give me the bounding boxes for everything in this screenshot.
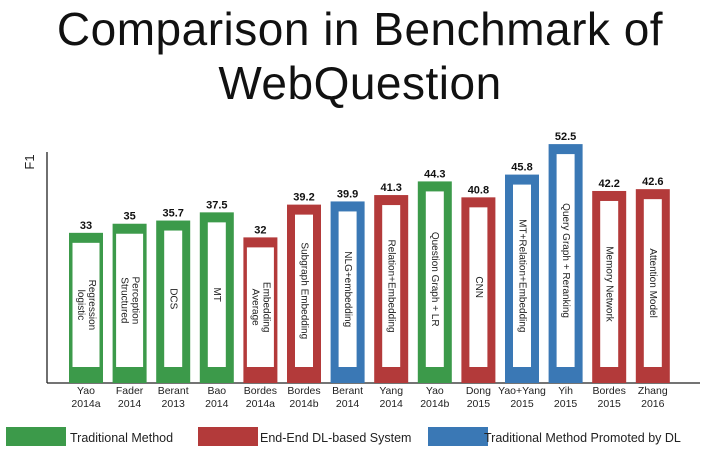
x-tick-label: Zhang xyxy=(638,385,668,397)
legend-label: Traditional Method xyxy=(70,431,173,445)
bar-label-box xyxy=(425,191,444,367)
bar-label-box xyxy=(72,242,100,367)
x-tick-label: 2014a xyxy=(71,398,100,410)
bar-label-box xyxy=(246,247,274,367)
method-label: Perception xyxy=(129,276,140,324)
method-label: Embedding xyxy=(260,282,271,333)
x-tick-label: Bordes xyxy=(593,385,626,397)
method-label: Relation+Embedding xyxy=(386,239,397,332)
bar-label-box xyxy=(643,199,662,367)
x-tick-label: 2014 xyxy=(336,398,360,410)
x-tick-label: Yang xyxy=(379,385,403,397)
chart-title-line-2: WebQuestion xyxy=(218,57,502,109)
x-tick-label: Yao xyxy=(426,385,444,397)
method-label: Structured xyxy=(118,277,129,323)
x-tick-label: 2015 xyxy=(598,398,622,410)
bar-label-box xyxy=(207,222,226,367)
method-label: MT xyxy=(211,287,222,301)
method-label: Query Graph + Reranking xyxy=(560,203,571,318)
bar-label-box xyxy=(338,211,357,367)
data-label: 42.2 xyxy=(598,178,619,190)
bar-label-box xyxy=(382,205,401,367)
x-tick-label: 2014 xyxy=(118,398,142,410)
x-tick-label: 2015 xyxy=(467,398,491,410)
method-label: Attention Model xyxy=(647,248,658,318)
chart-title-line-1: Comparison in Benchmark of xyxy=(56,3,664,55)
legend-swatch xyxy=(198,427,258,446)
x-tick-label: 2014b xyxy=(420,398,449,410)
x-tick-label: 2015 xyxy=(510,398,534,410)
x-tick-label: 2014a xyxy=(246,398,275,410)
x-tick-label: Yao xyxy=(77,385,95,397)
legend-label: Traditional Method Promoted by DL xyxy=(484,431,681,445)
bar-label-box xyxy=(469,207,488,367)
data-label: 35.7 xyxy=(162,208,183,220)
x-tick-label: Bordes xyxy=(244,385,277,397)
bar-label-box xyxy=(600,200,619,367)
data-label: 39.2 xyxy=(293,192,314,204)
data-label: 32 xyxy=(254,224,266,236)
x-tick-label: Yao+Yang xyxy=(498,385,546,397)
data-label: 37.5 xyxy=(206,199,227,211)
x-tick-label: Fader xyxy=(116,385,144,397)
data-label: 39.9 xyxy=(337,188,358,200)
data-label: 45.8 xyxy=(511,162,532,174)
x-tick-label: 2016 xyxy=(641,398,665,410)
bar-label-box xyxy=(556,154,575,367)
data-label: 52.5 xyxy=(555,131,576,143)
legend-swatch xyxy=(428,427,488,446)
method-label: Question Graph + LR xyxy=(429,232,440,327)
data-label: 41.3 xyxy=(380,182,401,194)
x-tick-label: 2013 xyxy=(162,398,186,410)
x-tick-label: Bordes xyxy=(287,385,320,397)
x-tick-label: Berant xyxy=(332,385,363,397)
data-label: 35 xyxy=(123,211,135,223)
bar-label-box xyxy=(164,230,183,367)
data-label: 33 xyxy=(80,220,92,232)
legend-swatch xyxy=(6,427,66,446)
method-label: Memory Network xyxy=(604,246,615,323)
data-label: 42.6 xyxy=(642,176,663,188)
method-label: CNN xyxy=(473,276,484,298)
method-label: DCS xyxy=(168,288,179,309)
bar-label-box xyxy=(295,214,313,367)
x-tick-label: 2015 xyxy=(554,398,578,410)
method-label: Average xyxy=(249,289,260,327)
method-label: NLG+embedding xyxy=(342,251,353,327)
data-label: 40.8 xyxy=(468,184,489,196)
data-label: 44.3 xyxy=(424,168,445,180)
bar-label-box xyxy=(116,233,144,367)
legend-label: End-End DL-based System xyxy=(260,431,411,445)
x-tick-label: 2014b xyxy=(289,398,318,410)
x-tick-label: Yih xyxy=(558,385,573,397)
x-tick-label: Dong xyxy=(466,385,491,397)
method-label: logistic xyxy=(75,290,86,321)
x-tick-label: Berant xyxy=(158,385,189,397)
method-label: MT+Relation+Embedding xyxy=(516,219,527,332)
y-axis-label: F1 xyxy=(22,154,37,169)
x-tick-label: Bao xyxy=(207,385,226,397)
method-label: Subgraph Embedding xyxy=(298,242,309,339)
x-tick-label: 2014 xyxy=(205,398,229,410)
method-label: Regression xyxy=(86,280,97,331)
bar-label-box xyxy=(513,184,531,367)
x-tick-label: 2014 xyxy=(380,398,404,410)
